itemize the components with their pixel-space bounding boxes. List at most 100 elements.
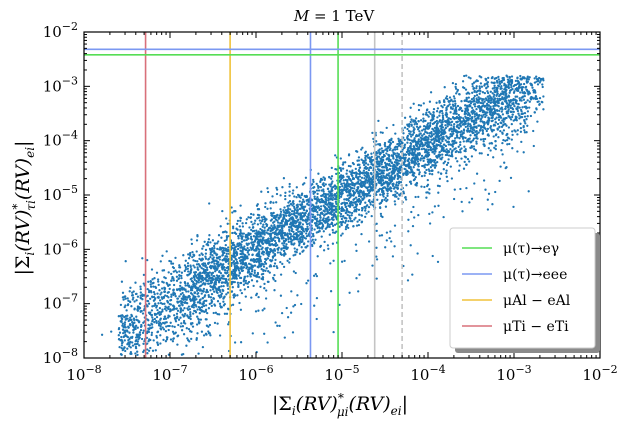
scatter-point bbox=[516, 129, 519, 132]
scatter-point bbox=[472, 109, 475, 112]
scatter-point bbox=[467, 96, 470, 99]
scatter-point bbox=[451, 142, 455, 146]
scatter-point bbox=[348, 214, 351, 217]
scatter-point bbox=[501, 77, 504, 80]
scatter-point bbox=[286, 232, 289, 235]
scatter-point bbox=[136, 353, 139, 357]
scatter-point bbox=[504, 105, 507, 108]
scatter-point bbox=[312, 186, 315, 190]
scatter-point bbox=[231, 286, 234, 289]
scatter-point bbox=[387, 174, 390, 177]
scatter-point bbox=[380, 234, 384, 237]
scatter-point bbox=[259, 263, 262, 266]
scatter-point bbox=[381, 199, 384, 202]
scatter-point bbox=[307, 240, 310, 243]
scatter-point bbox=[178, 270, 181, 273]
scatter-point bbox=[324, 202, 327, 206]
scatter-point bbox=[314, 209, 317, 213]
scatter-point bbox=[237, 283, 240, 287]
scatter-point bbox=[256, 273, 260, 276]
scatter-point bbox=[217, 240, 220, 243]
scatter-point bbox=[454, 137, 457, 140]
scatter-point bbox=[151, 278, 154, 281]
scatter-point bbox=[262, 263, 265, 266]
scatter-point bbox=[235, 273, 238, 277]
scatter-point bbox=[314, 222, 317, 226]
scatter-point bbox=[340, 182, 343, 185]
scatter-point bbox=[463, 149, 466, 153]
scatter-point bbox=[505, 166, 508, 169]
scatter-point bbox=[315, 220, 319, 223]
scatter-point bbox=[149, 283, 152, 286]
scatter-point bbox=[203, 270, 206, 273]
scatter-point bbox=[363, 171, 366, 175]
scatter-point bbox=[450, 98, 453, 101]
scatter-point bbox=[346, 209, 349, 212]
scatter-point bbox=[364, 201, 367, 204]
scatter-point bbox=[159, 293, 162, 296]
scatter-point bbox=[334, 200, 338, 204]
scatter-point bbox=[445, 175, 448, 178]
scatter-point bbox=[487, 76, 490, 80]
scatter-point bbox=[277, 246, 280, 249]
scatter-point bbox=[151, 349, 155, 352]
scatter-point bbox=[438, 177, 442, 180]
scatter-point bbox=[295, 228, 298, 231]
scatter-point bbox=[367, 168, 371, 172]
scatter-point bbox=[141, 298, 144, 301]
scatter-point bbox=[435, 144, 438, 147]
scatter-point bbox=[182, 319, 186, 323]
scatter-point bbox=[187, 270, 190, 273]
scatter-point bbox=[414, 149, 417, 152]
scatter-point bbox=[485, 114, 488, 117]
scatter-point bbox=[440, 124, 443, 127]
scatter-point bbox=[169, 338, 173, 341]
scatter-point bbox=[204, 265, 207, 268]
scatter-point bbox=[525, 88, 529, 92]
scatter-point bbox=[358, 182, 361, 186]
scatter-point bbox=[467, 117, 470, 120]
scatter-point bbox=[160, 311, 163, 314]
scatter-point bbox=[492, 104, 495, 108]
scatter-point bbox=[508, 101, 511, 104]
scatter-point bbox=[288, 190, 291, 193]
scatter-point bbox=[151, 305, 154, 308]
scatter-point bbox=[451, 81, 455, 85]
scatter-point bbox=[444, 124, 447, 127]
scatter-point bbox=[240, 240, 244, 243]
scatter-point bbox=[128, 290, 131, 293]
scatter-point bbox=[507, 94, 510, 97]
scatter-point bbox=[507, 99, 510, 102]
scatter-point bbox=[133, 300, 136, 303]
scatter-point bbox=[296, 205, 299, 209]
scatter-point bbox=[260, 273, 264, 276]
scatter-point bbox=[288, 261, 291, 264]
scatter-point bbox=[295, 196, 298, 199]
scatter-point bbox=[425, 191, 428, 194]
scatter-point bbox=[241, 222, 244, 225]
scatter-point bbox=[207, 294, 210, 297]
scatter-point bbox=[249, 235, 253, 238]
scatter-point bbox=[468, 100, 471, 103]
scatter-point bbox=[413, 127, 416, 131]
scatter-point bbox=[279, 260, 282, 264]
scatter-point bbox=[520, 140, 523, 144]
scatter-point bbox=[331, 228, 334, 232]
scatter-point bbox=[333, 231, 337, 234]
scatter-point bbox=[356, 182, 359, 185]
scatter-point bbox=[332, 330, 335, 334]
scatter-point bbox=[479, 128, 482, 131]
scatter-point bbox=[202, 267, 205, 271]
scatter-point bbox=[432, 111, 435, 114]
scatter-point bbox=[235, 258, 238, 261]
scatter-point bbox=[159, 301, 163, 305]
scatter-point bbox=[170, 295, 173, 298]
scatter-point bbox=[316, 195, 319, 199]
scatter-point bbox=[161, 254, 164, 257]
scatter-point bbox=[378, 168, 381, 171]
scatter-point bbox=[356, 175, 360, 179]
scatter-point bbox=[192, 312, 195, 315]
scatter-point bbox=[522, 82, 526, 86]
scatter-point bbox=[190, 287, 193, 290]
scatter-point bbox=[518, 97, 521, 100]
